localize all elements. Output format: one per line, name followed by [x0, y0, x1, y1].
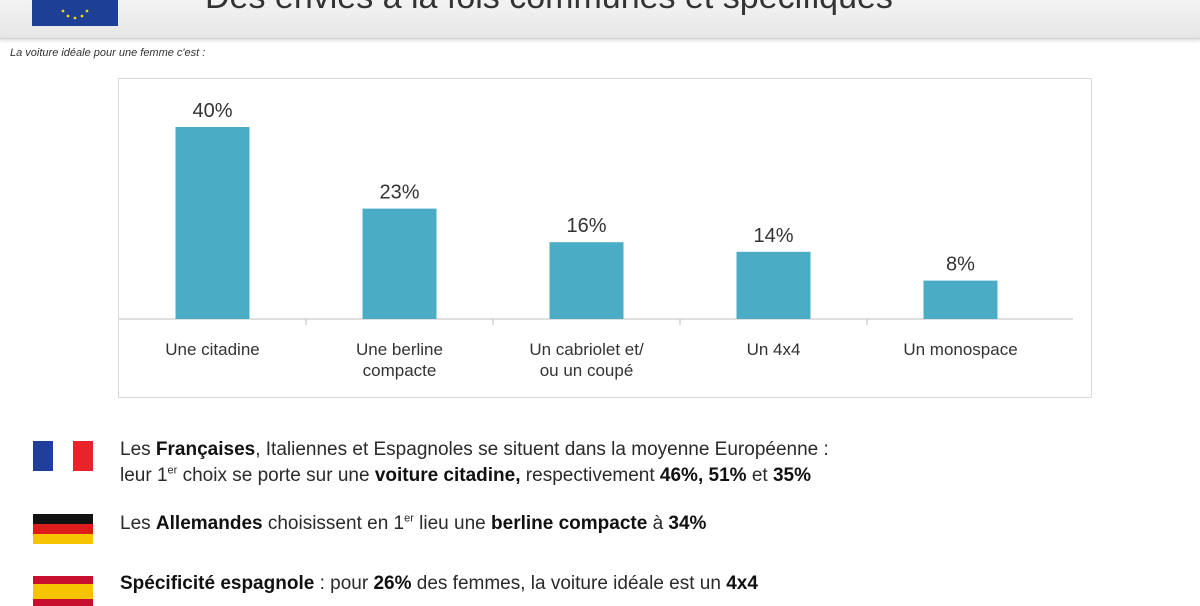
text-bold: 35% — [773, 465, 811, 486]
category-label-5: Un monospace — [903, 340, 1017, 359]
text-span: Les — [120, 439, 156, 460]
category-label-line: Une berline — [356, 340, 443, 359]
text-span: choix se porte sur une — [177, 465, 375, 486]
category-label-line: Une citadine — [165, 340, 260, 359]
flag-stripe — [53, 441, 73, 471]
spain-flag-icon — [33, 576, 93, 606]
header-band: Des envies à la fois communes et spécifi… — [0, 0, 1200, 39]
text-span: à — [647, 513, 668, 534]
text-bold: berline compacte — [491, 513, 647, 534]
note-text-germany: Les Allemandes choisissent en 1er lieu u… — [120, 512, 706, 536]
text-bold: 26% — [373, 573, 411, 594]
note-text-france-1: Les Françaises, Italiennes et Espagnoles… — [120, 438, 829, 462]
text-span: choisissent en 1 — [263, 513, 405, 534]
text-bold: 46%, 51% — [660, 465, 747, 486]
flag-stripe — [33, 576, 93, 584]
category-label-4: Un 4x4 — [747, 340, 801, 359]
flag-stripe — [33, 524, 93, 534]
note-text-france-2: leur 1er choix se porte sur une voiture … — [120, 464, 811, 488]
germany-flag-icon — [33, 514, 93, 544]
text-sup: er — [404, 513, 414, 525]
note-text-spain: Spécificité espagnole : pour 26% des fem… — [120, 572, 758, 596]
bar-1 — [176, 127, 250, 319]
text-span: : pour — [314, 573, 373, 594]
text-span: respectivement — [521, 465, 660, 486]
category-label-line: Un 4x4 — [747, 340, 801, 359]
text-span: Les — [120, 513, 156, 534]
bar-4 — [737, 252, 811, 319]
data-label-1: 40% — [192, 100, 232, 122]
text-bold: voiture citadine, — [375, 465, 521, 486]
flag-stripe — [33, 441, 53, 471]
chart-subtitle: La voiture idéale pour une femme c'est : — [10, 47, 205, 59]
france-flag-icon — [33, 441, 93, 471]
text-span: lieu une — [414, 513, 491, 534]
data-label-5: 8% — [946, 254, 975, 276]
data-label-2: 23% — [379, 182, 419, 204]
bar-2 — [363, 209, 437, 319]
text-sup: er — [168, 465, 178, 477]
category-label-line: Un cabriolet et/ — [529, 340, 644, 359]
data-label-4: 14% — [753, 225, 793, 247]
text-span: , Italiennes et Espagnoles se situent da… — [255, 439, 829, 460]
category-label-3: Un cabriolet et/ou un coupé — [529, 340, 644, 380]
flag-stripe — [73, 441, 93, 471]
bar-chart: 40% Une citadine 23% Une berline compacte 16%… — [119, 79, 1091, 397]
text-bold: Spécificité espagnole — [120, 573, 314, 594]
eu-flag-icon — [32, 0, 118, 26]
category-label-line: ou un coupé — [540, 361, 634, 380]
data-label-3: 16% — [566, 215, 606, 237]
category-label-1: Une citadine — [165, 340, 260, 359]
bar-5 — [924, 281, 998, 319]
text-span: leur 1 — [120, 465, 168, 486]
flag-stripe — [33, 534, 93, 544]
category-label-line: Un monospace — [903, 340, 1017, 359]
text-span: et — [747, 465, 773, 486]
text-bold: 34% — [668, 513, 706, 534]
chart-frame: 40% Une citadine 23% Une berline compacte 16%… — [118, 78, 1092, 398]
bar-3 — [550, 242, 624, 319]
category-label-2: Une berline compacte — [356, 340, 443, 380]
text-span: des femmes, la voiture idéale est un — [411, 573, 726, 594]
text-bold: 4x4 — [726, 573, 758, 594]
page-title: Des envies à la fois communes et spécifi… — [205, 0, 893, 17]
flag-stripe — [33, 584, 93, 599]
category-label-line: compacte — [363, 361, 437, 380]
text-bold: Allemandes — [156, 513, 263, 534]
text-bold: Françaises — [156, 439, 255, 460]
flag-stripe — [33, 514, 93, 524]
